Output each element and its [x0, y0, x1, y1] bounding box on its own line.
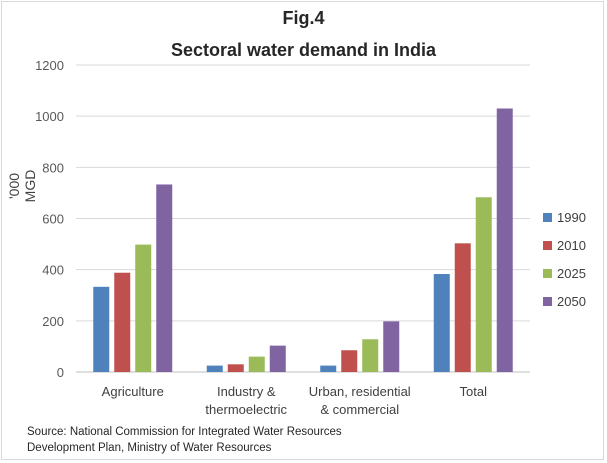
legend: 1990 2010 2025 2050	[543, 210, 586, 309]
chart-title-figure-number: Fig.4	[282, 8, 325, 28]
legend-swatch	[543, 241, 552, 250]
legend-swatch	[543, 213, 552, 222]
bar	[341, 350, 358, 372]
bar	[135, 244, 152, 372]
source-note: Source: National Commission for Integrat…	[27, 424, 342, 456]
source-line-2: Development Plan, Ministry of Water Reso…	[27, 442, 272, 454]
bar	[248, 356, 265, 372]
bar	[496, 108, 513, 372]
y-tick-label: 400	[42, 263, 64, 278]
y-tick-label: 200	[42, 314, 64, 329]
gridlines	[76, 64, 530, 373]
y-axis-ticks: 0 200 400 600 800 1000 1200	[35, 58, 64, 380]
bar	[114, 272, 131, 372]
bars	[93, 108, 513, 372]
x-tick-label: & commercial	[320, 402, 399, 417]
y-tick-label: 1200	[35, 58, 64, 73]
x-tick-label: thermoelectric	[205, 402, 287, 417]
bar	[93, 286, 110, 372]
x-tick-label: Total	[460, 384, 488, 399]
x-tick-label: Industry &	[217, 384, 276, 399]
bar	[269, 345, 286, 372]
y-tick-label: 600	[42, 212, 64, 227]
y-tick-label: 800	[42, 160, 64, 175]
bar	[206, 365, 223, 372]
y-tick-label: 0	[57, 365, 64, 380]
bar	[454, 243, 471, 372]
y-tick-label: 1000	[35, 109, 64, 124]
x-tick-label: Agriculture	[102, 384, 164, 399]
x-axis-labels: Agriculture Industry & thermoelectric Urban…	[102, 384, 487, 417]
legend-label: 2025	[557, 266, 586, 281]
legend-swatch	[543, 297, 552, 306]
bar	[320, 365, 337, 372]
chart-title: Sectoral water demand in India	[170, 40, 437, 60]
bar	[475, 197, 492, 372]
bar	[156, 184, 173, 372]
legend-label: 2010	[557, 238, 586, 253]
bar	[227, 364, 244, 372]
source-line-1: Source: National Commission for Integrat…	[27, 426, 342, 438]
bar	[433, 274, 450, 372]
legend-label: 2050	[557, 294, 586, 309]
bar	[362, 339, 379, 372]
bar	[383, 321, 400, 372]
legend-label: 1990	[557, 210, 586, 225]
legend-swatch	[543, 269, 552, 278]
x-tick-label: Urban, residential	[309, 384, 411, 399]
